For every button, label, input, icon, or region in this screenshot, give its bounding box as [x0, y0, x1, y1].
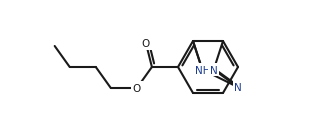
Text: O: O [142, 39, 150, 49]
Text: NH: NH [195, 65, 210, 75]
Text: N: N [210, 65, 218, 75]
Text: O: O [133, 83, 141, 93]
Text: N: N [234, 82, 242, 92]
